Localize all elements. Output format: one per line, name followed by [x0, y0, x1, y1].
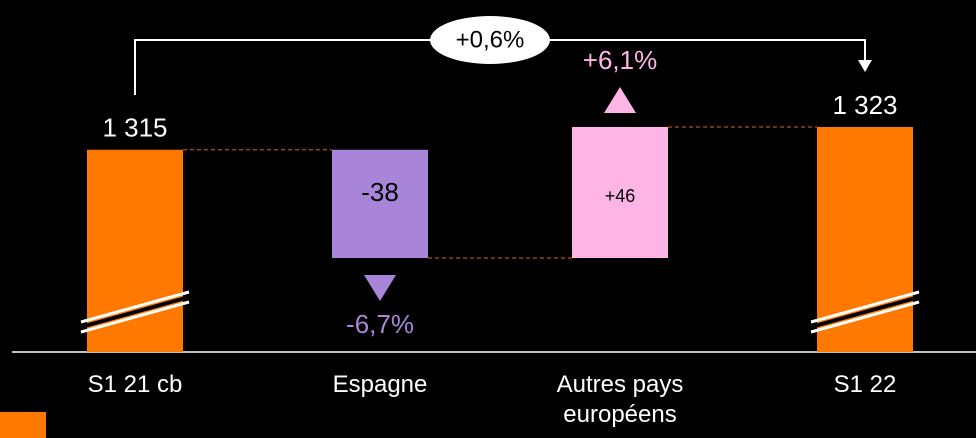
value-label: -38	[361, 177, 399, 207]
axis-break-gap	[81, 295, 189, 329]
change-arrow	[604, 87, 636, 113]
axis-break	[810, 300, 920, 334]
axis-break	[810, 290, 920, 324]
axis-break	[80, 300, 190, 334]
axis-break	[80, 290, 190, 324]
x-label-box: S1 22	[833, 371, 897, 398]
bracket-badge	[430, 16, 550, 64]
change-arrow	[364, 275, 396, 301]
x-tick-label: Espagne	[332, 371, 428, 398]
x-label-box: S1 21 cb	[87, 371, 183, 398]
value-label: 1 323	[832, 90, 897, 120]
total-change-label: +0,6%	[456, 26, 525, 53]
x-tick-label: S1 21 cb	[87, 371, 183, 398]
logo-square	[0, 412, 46, 438]
value-label: +46	[605, 186, 636, 206]
x-tick-label: Autres pays européens	[556, 371, 684, 428]
change-label: -6,7%	[346, 309, 414, 339]
value-label: 1 315	[102, 113, 167, 143]
axis-break-gap	[811, 295, 919, 329]
bar	[572, 127, 668, 258]
change-label: +6,1%	[583, 45, 657, 75]
x-label-box: Espagne	[332, 371, 428, 398]
x-label-box: Autres pays européens	[556, 371, 684, 428]
bracket-arrow	[858, 60, 872, 72]
bar	[332, 149, 428, 258]
x-tick-label: S1 22	[833, 371, 897, 398]
